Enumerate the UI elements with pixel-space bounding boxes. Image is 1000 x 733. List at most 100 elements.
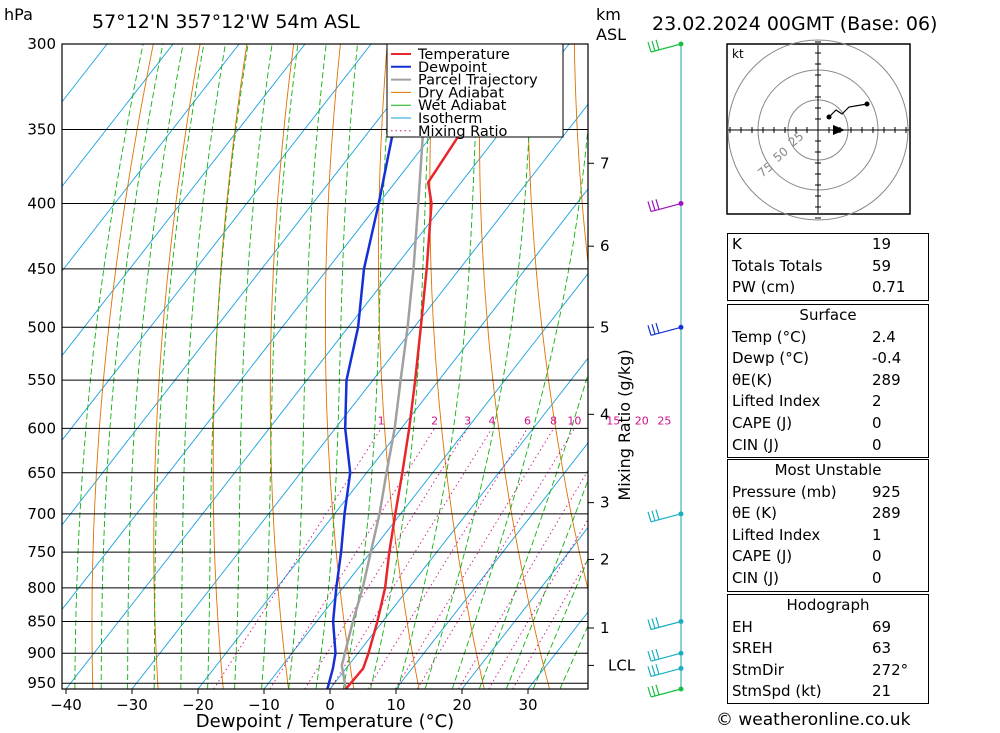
axes: 3003504004505005506006507007508008509009… [27,35,635,714]
index-row: Totals Totals 59 [728,256,928,278]
index-key: Totals Totals [732,256,823,275]
surface-row: Temp (°C) 2.4 [728,327,928,349]
mu-key: Lifted Index [732,525,821,544]
datetime-title: 23.02.2024 00GMT (Base: 06) [652,13,937,35]
surface-key: CAPE (J) [732,413,793,432]
temperature-line [344,44,508,689]
wet-adiabat-line [261,44,299,689]
km-tick-label: 1 [600,619,610,637]
dry-adiabat-line [527,44,588,592]
pressure-tick-label: 650 [27,464,56,482]
surface-value: 0 [872,435,882,454]
mixing-ratio-axis-label: Mixing Ratio (g/kg) [615,349,634,500]
wet-adiabat-line [397,44,480,689]
pressure-tick-label: 300 [27,35,56,53]
surface-row: CIN (J) 0 [728,435,928,457]
isotherm-line [263,272,588,689]
wind-barb-shaft [650,43,682,53]
index-value: 59 [872,256,892,275]
legend-label: Isotherm [418,111,482,127]
index-value: 0.71 [872,278,906,297]
wind-barb-feather [651,649,656,661]
km-unit-label: km [596,5,621,24]
wind-barb-shaft [650,202,682,213]
mixing-ratio-line [269,428,435,689]
wet-adiabat-line [100,44,164,689]
wind-barb-feather [647,41,652,53]
pressure-tick-label: 700 [27,505,56,523]
dry-adiabat-line [153,44,201,689]
dry-adiabat-line [949,44,1000,689]
x-axis-label: Dewpoint / Temperature (°C) [196,711,454,732]
surface-value: -0.4 [872,349,902,368]
km-tick-label: 4 [600,405,610,423]
mixing-ratio-label: 10 [567,414,581,427]
pressure-tick-label: 350 [27,120,56,138]
plot-frame [61,43,589,690]
surface-key: CIN (J) [732,435,780,454]
wind-barb-shaft [650,652,682,662]
legend-label: Temperature [417,47,510,63]
hodo-row: StmDir 272° [728,660,928,682]
hodo-key: StmSpd (kt) [732,682,822,701]
mu-row: CAPE (J) 0 [728,546,928,568]
isotherm-line [62,44,438,526]
wet-adiabat-line [180,44,226,689]
surface-row: Dewp (°C) -0.4 [728,348,928,370]
surface-title: Surface [799,306,857,324]
mixing-ratio-label: 1 [378,414,385,427]
surface-value: 2 [872,392,882,411]
wet-adiabat-line [127,44,184,689]
surface-value: 0 [872,413,882,432]
most-unstable-panel: Most Unstable Pressure (mb) 925 θE (K) 289… [727,459,929,592]
dry-adiabat-line [91,44,154,689]
isotherm-line [62,44,174,188]
surface-value: 289 [872,370,901,389]
hodograph-point [826,114,832,120]
km-tick-label: 2 [600,550,610,568]
legend-label: Dry Adiabat [418,85,504,101]
mu-key: θE (K) [732,504,777,523]
wet-adiabat-line [451,123,588,689]
pressure-tick-label: 600 [27,419,56,437]
wind-barb-feather [647,511,652,523]
mu-value: 925 [872,482,901,501]
legend-label: Mixing Ratio [418,124,508,140]
wet-adiabat-line [207,44,249,689]
hodograph-trace [828,103,868,118]
isotherm-line [461,526,588,689]
copyright-link[interactable]: © weatheronline.co.uk [716,710,911,730]
wind-barb-feather [655,509,660,520]
wind-barb-feather [651,618,656,629]
dry-adiabat-line [996,44,1000,689]
hodo-key: EH [732,617,753,636]
parcel-trajectory-line [340,44,432,689]
indices-panel: K 19 Totals Totals 59 PW (cm) 0.71 [727,233,929,301]
temp-tick-label: 20 [452,696,471,714]
wind-barb-feather [651,40,656,52]
wind-barb-feather [655,322,660,334]
wind-barb-feather [655,617,660,628]
isobars [62,43,588,684]
wind-barb-feather [651,510,656,521]
hodo-key: StmDir [732,660,784,679]
pressure-tick-label: 750 [27,543,56,561]
temp-tick-label: 0 [325,696,335,714]
temp-tick-label: 30 [518,696,537,714]
dry-adiabat-line [573,44,588,267]
mixing-ratio-line [416,428,575,689]
pressure-tick-label: 800 [27,579,56,597]
index-row: PW (cm) 0.71 [728,277,928,299]
mixing-ratio-label: 6 [524,414,531,427]
hodograph-point [864,101,870,107]
mixing-ratio-label: 20 [635,414,649,427]
legend-label: Wet Adiabat [418,98,507,114]
storm-motion-arrow-icon [833,125,845,135]
surface-row: Lifted Index 2 [728,391,928,413]
mu-row: Pressure (mb) 925 [728,482,928,504]
mixing-ratio-line [329,428,493,689]
hodo-row: EH 69 [728,617,928,639]
